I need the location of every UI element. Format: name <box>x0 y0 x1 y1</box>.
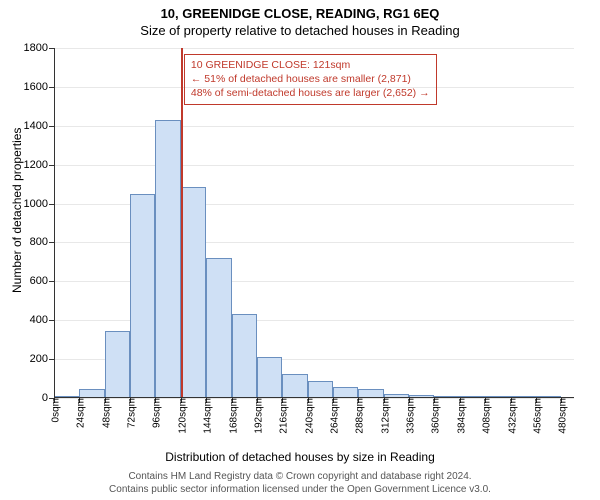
y-axis-line <box>54 48 55 398</box>
page-title: 10, GREENIDGE CLOSE, READING, RG1 6EQ <box>0 0 600 21</box>
x-tick-label: 216sqm <box>275 398 290 434</box>
histogram-bar <box>130 194 155 398</box>
annotation-line: 48% of semi-detached houses are larger (… <box>191 86 430 100</box>
page-subtitle: Size of property relative to detached ho… <box>0 21 600 38</box>
y-tick-label: 200 <box>30 353 54 365</box>
x-tick-label: 384sqm <box>452 398 467 434</box>
histogram-bar <box>232 314 257 398</box>
footer-line: Contains HM Land Registry data © Crown c… <box>0 470 600 483</box>
x-tick-label: 240sqm <box>300 398 315 434</box>
x-tick-label: 48sqm <box>97 398 112 428</box>
y-tick-label: 1600 <box>24 81 54 93</box>
footer-attribution: Contains HM Land Registry data © Crown c… <box>0 470 600 496</box>
y-tick-label: 600 <box>30 275 54 287</box>
x-tick-label: 72sqm <box>123 398 138 428</box>
annotation-box: 10 GREENIDGE CLOSE: 121sqm← 51% of detac… <box>184 54 437 105</box>
histogram-bar <box>105 331 130 398</box>
x-tick-label: 480sqm <box>554 398 569 434</box>
histogram-bar <box>181 187 206 398</box>
y-tick-label: 400 <box>30 314 54 326</box>
x-axis-title: Distribution of detached houses by size … <box>0 450 600 464</box>
x-tick-label: 432sqm <box>503 398 518 434</box>
histogram-bar <box>257 357 282 398</box>
x-tick-label: 120sqm <box>173 398 188 434</box>
gridline <box>54 126 574 127</box>
x-tick-label: 24sqm <box>72 398 87 428</box>
gridline <box>54 48 574 49</box>
y-tick-label: 1200 <box>24 159 54 171</box>
footer-line: Contains public sector information licen… <box>0 483 600 496</box>
y-axis-title: Number of detached properties <box>10 128 24 293</box>
x-tick-label: 144sqm <box>199 398 214 434</box>
x-tick-label: 336sqm <box>402 398 417 434</box>
plot-area: 0200400600800100012001400160018000sqm24s… <box>54 48 574 398</box>
x-tick-label: 168sqm <box>224 398 239 434</box>
y-tick-label: 1800 <box>24 42 54 54</box>
x-tick-label: 360sqm <box>427 398 442 434</box>
x-tick-label: 96sqm <box>148 398 163 428</box>
y-tick-label: 1400 <box>24 120 54 132</box>
property-marker-line <box>181 48 183 398</box>
y-tick-label: 800 <box>30 236 54 248</box>
histogram-bar <box>308 381 333 398</box>
annotation-line: 10 GREENIDGE CLOSE: 121sqm <box>191 58 430 72</box>
x-tick-label: 312sqm <box>376 398 391 434</box>
gridline <box>54 165 574 166</box>
y-tick-label: 1000 <box>24 198 54 210</box>
x-tick-label: 264sqm <box>326 398 341 434</box>
histogram-bar <box>155 120 180 398</box>
x-tick-label: 192sqm <box>249 398 264 434</box>
annotation-line: ← 51% of detached houses are smaller (2,… <box>191 72 430 86</box>
histogram-chart: 0200400600800100012001400160018000sqm24s… <box>54 48 574 398</box>
x-tick-label: 408sqm <box>478 398 493 434</box>
x-tick-label: 456sqm <box>528 398 543 434</box>
x-tick-label: 0sqm <box>47 398 62 422</box>
x-tick-label: 288sqm <box>351 398 366 434</box>
histogram-bar <box>206 258 231 398</box>
x-axis-line <box>54 397 574 398</box>
histogram-bar <box>282 374 307 398</box>
